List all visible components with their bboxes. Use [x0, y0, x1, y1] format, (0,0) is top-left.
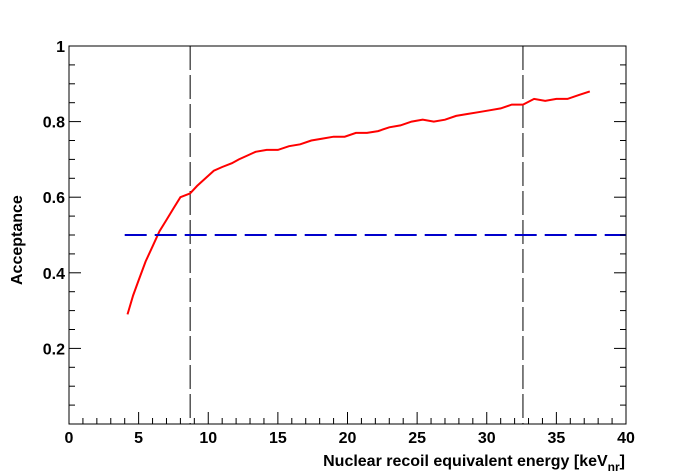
x-tick-label: 10: [199, 430, 217, 447]
y-tick-label: 0.6: [43, 190, 65, 207]
x-tick-label: 30: [478, 430, 496, 447]
y-tick-label: 1: [56, 39, 65, 56]
y-axis-ticks: 0.2 0.4 0.6 0.8 1: [43, 39, 626, 424]
x-tick-label: 5: [134, 430, 143, 447]
x-axis-title: Nuclear recoil equivalent energy [keVnr]: [323, 453, 625, 472]
x-tick-label: 35: [547, 430, 565, 447]
x-axis-title-subscript: nr: [608, 460, 620, 472]
series-group: [124, 90, 626, 315]
y-tick-label: 0.4: [43, 266, 65, 283]
y-tick-label: 0.2: [43, 341, 65, 358]
x-axis-title-close: ]: [620, 453, 625, 470]
x-tick-label: 15: [269, 430, 287, 447]
acceptance-curve: [126, 90, 591, 315]
y-axis-title: Acceptance: [9, 195, 26, 285]
x-tick-label: 25: [408, 430, 426, 447]
y-tick-label: 0.8: [43, 115, 65, 132]
x-axis-ticks: 0 5 10 15 20 25 30 35 40: [65, 412, 635, 447]
x-tick-label: 0: [65, 430, 74, 447]
x-tick-label: 40: [617, 430, 635, 447]
x-tick-label: 20: [339, 430, 357, 447]
